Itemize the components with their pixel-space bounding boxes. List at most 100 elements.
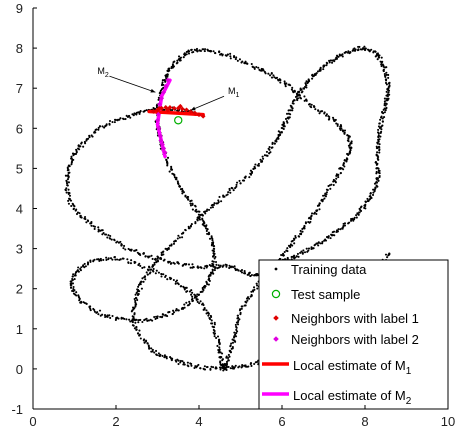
training-point bbox=[155, 349, 158, 353]
training-point bbox=[252, 167, 255, 170]
training-point bbox=[370, 196, 373, 200]
training-point bbox=[157, 98, 160, 101]
training-point bbox=[378, 172, 381, 175]
training-point bbox=[172, 242, 176, 245]
training-point bbox=[66, 178, 69, 181]
training-point bbox=[137, 283, 140, 287]
training-point bbox=[313, 211, 316, 214]
training-point bbox=[376, 158, 380, 161]
training-point bbox=[343, 224, 347, 227]
training-point bbox=[325, 61, 328, 64]
training-point bbox=[200, 290, 203, 293]
training-point bbox=[291, 244, 294, 247]
training-point bbox=[340, 125, 343, 128]
training-point bbox=[130, 259, 133, 262]
training-point bbox=[65, 191, 68, 194]
training-point bbox=[124, 248, 127, 251]
training-point bbox=[90, 224, 93, 227]
training-point bbox=[207, 314, 210, 317]
training-point bbox=[198, 218, 201, 221]
training-point bbox=[180, 307, 183, 310]
training-point bbox=[239, 311, 242, 315]
training-point bbox=[213, 323, 216, 326]
training-point bbox=[314, 108, 317, 111]
training-point bbox=[255, 65, 258, 69]
y-tick-label: 6 bbox=[16, 121, 23, 136]
training-point bbox=[236, 59, 239, 62]
training-point bbox=[300, 91, 303, 94]
training-point bbox=[163, 258, 166, 261]
training-point bbox=[191, 291, 194, 294]
training-point bbox=[229, 349, 232, 353]
training-point bbox=[179, 56, 183, 59]
plot-area bbox=[64, 45, 391, 372]
training-point bbox=[187, 227, 190, 230]
training-point bbox=[87, 220, 90, 223]
training-point bbox=[195, 298, 198, 301]
training-point bbox=[190, 48, 193, 52]
training-point bbox=[296, 252, 299, 255]
training-point bbox=[343, 165, 346, 168]
neighbor-label-1-point bbox=[150, 109, 156, 114]
training-point bbox=[203, 267, 206, 270]
training-point bbox=[77, 266, 80, 269]
training-point bbox=[294, 95, 298, 99]
training-point bbox=[213, 332, 217, 335]
training-point bbox=[224, 54, 227, 57]
training-point bbox=[138, 329, 141, 332]
training-point bbox=[301, 251, 304, 254]
training-point bbox=[321, 240, 324, 243]
training-point bbox=[243, 304, 246, 307]
neighbor-label-1-point bbox=[167, 105, 173, 110]
training-point bbox=[329, 187, 332, 190]
training-point bbox=[115, 241, 118, 244]
training-point bbox=[210, 322, 213, 325]
training-point bbox=[274, 77, 277, 80]
training-point bbox=[185, 301, 188, 304]
training-point bbox=[75, 291, 78, 294]
training-point bbox=[375, 180, 378, 184]
training-point bbox=[150, 347, 153, 350]
training-point bbox=[220, 200, 223, 203]
training-point bbox=[383, 107, 386, 110]
training-point bbox=[106, 236, 109, 239]
training-point bbox=[84, 265, 87, 268]
training-point bbox=[325, 193, 328, 196]
training-point bbox=[338, 127, 341, 130]
training-point bbox=[129, 320, 132, 323]
training-point bbox=[190, 289, 193, 292]
training-point bbox=[135, 328, 138, 331]
training-point bbox=[385, 79, 388, 82]
training-point bbox=[158, 355, 161, 358]
training-point bbox=[229, 57, 232, 60]
training-point bbox=[239, 270, 242, 273]
training-point bbox=[313, 244, 316, 247]
training-point bbox=[302, 249, 305, 252]
training-point bbox=[217, 338, 221, 342]
training-point bbox=[126, 258, 129, 261]
legend-marker-training bbox=[274, 267, 278, 271]
training-point bbox=[148, 347, 151, 350]
training-point bbox=[97, 126, 100, 129]
training-point bbox=[155, 353, 158, 356]
training-point bbox=[225, 264, 228, 267]
training-point bbox=[207, 233, 210, 236]
training-point bbox=[172, 278, 175, 282]
training-point bbox=[229, 344, 232, 347]
training-point bbox=[160, 254, 163, 257]
training-point bbox=[136, 288, 139, 291]
training-point bbox=[388, 85, 391, 88]
training-point bbox=[312, 247, 315, 250]
training-point bbox=[213, 257, 216, 260]
y-tick-label: 2 bbox=[16, 282, 23, 297]
x-tick-label: 8 bbox=[361, 414, 368, 429]
training-point bbox=[278, 78, 281, 81]
training-point bbox=[383, 116, 386, 119]
legend-label: Test sample bbox=[291, 287, 360, 302]
neighbor-label-1-point bbox=[165, 107, 171, 113]
training-point bbox=[177, 362, 180, 366]
training-point bbox=[148, 272, 151, 275]
training-point bbox=[190, 362, 193, 366]
training-point bbox=[295, 92, 299, 95]
training-point bbox=[380, 130, 383, 133]
